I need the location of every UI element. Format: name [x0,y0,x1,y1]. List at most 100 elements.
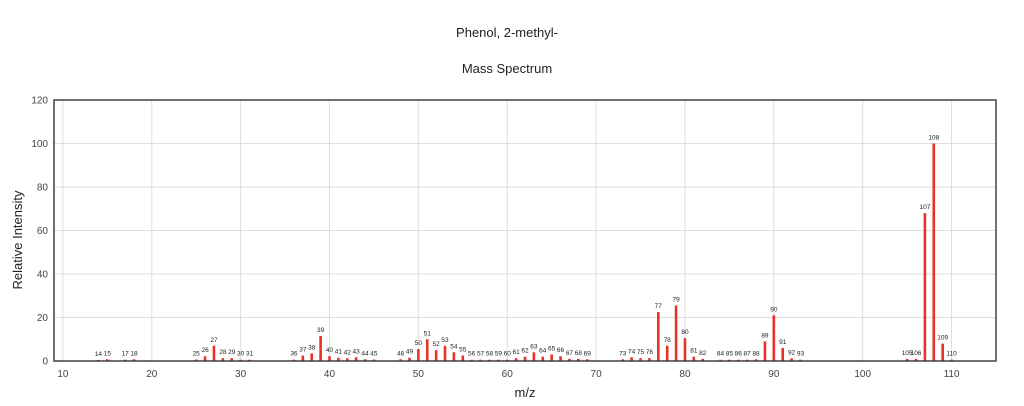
peak-label: 25 [193,350,201,357]
peak-bars [97,143,953,361]
chart-subtitle: Mass Spectrum [462,61,552,76]
peak-label: 36 [290,351,298,358]
peak-label: 40 [326,347,334,354]
peak-label: 44 [361,350,369,357]
peak-bar [399,359,402,361]
peak-bar [621,359,625,361]
peak-bar [674,305,678,361]
peak-label: 88 [752,350,760,357]
peak-label: 56 [468,351,476,358]
peak-label: 64 [539,348,547,355]
peak-bar [408,357,411,361]
peak-label: 74 [628,348,636,355]
peak-bar [577,358,580,361]
peak-bar [585,359,589,361]
peak-bar [345,358,349,361]
peak-label: 54 [450,343,458,350]
x-tick-label: 10 [57,369,69,380]
peak-label: 109 [937,335,948,342]
peak-label: 58 [486,351,494,358]
peak-label: 87 [744,351,752,358]
peak-bar [541,356,545,361]
peak-bar [550,354,553,361]
peak-bar [221,358,225,361]
peak-label: 69 [584,350,592,357]
peak-bar [452,352,456,361]
peak-label: 93 [797,351,805,358]
peak-label: 79 [672,297,680,304]
peak-label: 49 [406,349,414,356]
peak-label: 41 [335,349,343,356]
peak-bar [132,359,136,361]
x-tick-label: 50 [413,369,425,380]
peak-label: 107 [919,204,930,211]
peak-bar [763,341,767,361]
peak-label: 29 [228,349,236,356]
peak-bar [212,345,216,361]
peak-label: 61 [512,349,520,356]
peak-label: 91 [779,339,787,346]
peak-bar [310,353,314,361]
peak-label: 110 [946,351,957,358]
peak-label: 76 [646,349,654,356]
peak-label: 68 [575,350,583,357]
peak-bar [514,358,518,361]
peak-bar [337,357,340,361]
x-tick-label: 60 [502,369,514,380]
peak-label: 82 [699,350,707,357]
peak-bar [328,356,331,361]
peak-bar [532,352,536,361]
peak-bar [754,359,758,361]
peak-label: 50 [415,340,423,347]
peak-label: 38 [308,344,316,351]
plot-frame [53,99,997,362]
peak-bar [354,357,358,361]
peak-bar [905,358,909,361]
peak-label: 81 [690,348,698,355]
peak-bar [230,358,234,361]
peak-label: 85 [726,351,734,358]
peak-label: 51 [424,330,432,337]
x-tick-label: 80 [679,369,691,380]
peak-label: 77 [655,303,663,310]
y-tick-label: 120 [31,96,48,107]
peak-label: 67 [566,350,574,357]
peak-label: 90 [770,306,778,313]
peak-bar [417,349,420,361]
y-tick-label: 20 [37,313,49,324]
peak-label: 42 [344,349,352,356]
peak-label: 26 [201,347,209,354]
x-tick-label: 70 [591,369,603,380]
peak-bar [932,143,936,361]
peak-label: 106 [911,350,922,357]
peak-label: 53 [441,337,449,344]
peak-bar [443,345,447,361]
peak-bar [203,356,207,361]
peak-bar [781,347,785,361]
peak-label: 30 [237,351,245,358]
peak-label: 63 [530,343,538,350]
peak-bar [425,339,429,361]
chart-title: Phenol, 2-methyl- [456,25,558,40]
x-tick-label: 40 [324,369,336,380]
peak-label: 62 [521,348,529,355]
peak-bar [194,359,198,361]
peak-label: 37 [299,347,307,354]
peak-label: 84 [717,351,725,358]
peak-label: 45 [370,350,378,357]
peak-bar [772,315,776,361]
y-tick-label: 80 [37,183,49,194]
peak-label: 57 [477,351,485,358]
peak-label: 80 [681,329,689,336]
peak-bar [363,359,367,361]
peak-label: 18 [130,350,138,357]
peak-label: 78 [664,337,672,344]
peak-label: 108 [928,135,939,142]
peak-label: 92 [788,349,796,356]
peak-bar [568,358,571,361]
y-axis-title: Relative Intensity [10,190,25,289]
peak-bar [790,358,793,361]
peak-label: 60 [504,351,512,358]
y-axis-ticks: 0 20 40 60 80 100 120 [31,96,48,368]
